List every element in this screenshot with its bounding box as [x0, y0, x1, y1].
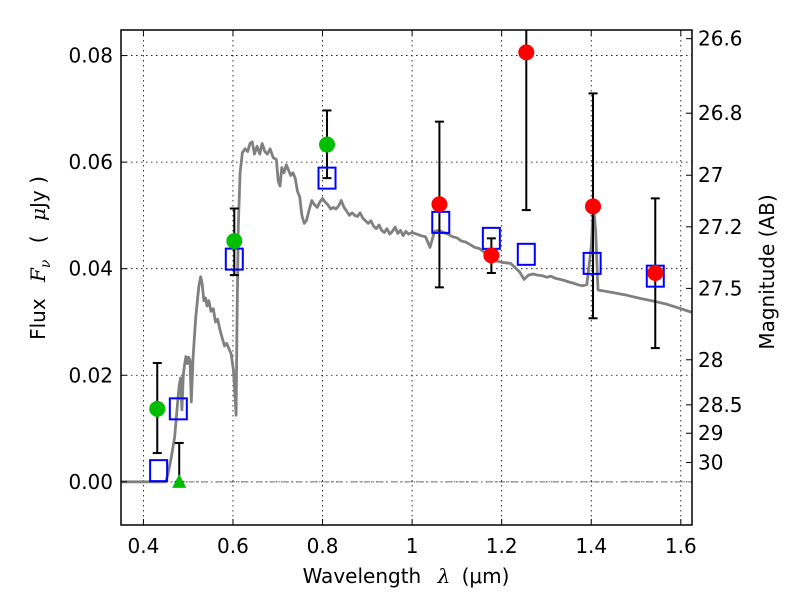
- green-data-point: [319, 136, 336, 153]
- x-axis-label: Wavelength λ (μm): [303, 564, 510, 588]
- y2-tick-label: 30: [698, 450, 723, 474]
- y-tick-label: 0.08: [68, 44, 113, 68]
- y-axis-label-open: (: [26, 235, 50, 243]
- y-axis-label: Flux Fν ( μJy ): [26, 176, 55, 340]
- model-spectrum-line: [121, 140, 692, 484]
- y-axis-ticks: 0.00 0.02 0.04 0.06 0.08: [68, 44, 127, 494]
- y2-tick-label: 27.2: [698, 215, 743, 239]
- model-flux-square: [516, 242, 536, 266]
- plot-background: [121, 30, 692, 525]
- red-data-point: [585, 198, 602, 215]
- x-tick-label: 1: [406, 534, 419, 558]
- y2-axis-ticks: 26.6 26.8 27 27.2 27.5 28 28.5 29 30: [686, 27, 743, 474]
- y2-axis-label: Magnitude (AB): [755, 194, 779, 349]
- y2-tick-label: 26.6: [698, 27, 743, 51]
- x-axis-label-unit: (μm): [462, 564, 510, 588]
- y-tick-label: 0.02: [68, 363, 113, 387]
- x-tick-label: 1.2: [486, 534, 518, 558]
- y2-tick-label: 26.8: [698, 101, 743, 125]
- x-tick-label: 0.6: [217, 534, 249, 558]
- red-data-point: [518, 44, 535, 61]
- plot-frame: [120, 29, 693, 526]
- x-axis-label-symbol: λ: [437, 564, 451, 588]
- plot-content: [121, 30, 692, 488]
- upper-limit-triangle: [172, 473, 187, 488]
- y-axis-label-subscript: ν: [38, 259, 54, 268]
- y2-tick-label: 27: [698, 163, 723, 187]
- x-tick-label: 0.4: [127, 534, 159, 558]
- y-tick-label: 0.06: [68, 150, 113, 174]
- x-tick-label: 1.6: [665, 534, 697, 558]
- y2-tick-label: 27.5: [698, 276, 743, 300]
- y-axis-label-text: Flux: [26, 298, 50, 340]
- model-flux-square: [149, 459, 169, 483]
- y-tick-label: 0.00: [68, 470, 113, 494]
- y-axis-label-symbol: F: [26, 267, 50, 283]
- y2-tick-label: 29: [698, 421, 723, 445]
- y-axis-label-mu: μ: [26, 208, 50, 221]
- model-flux-square: [582, 251, 602, 275]
- red-data-point: [431, 196, 448, 213]
- green-data-point: [226, 233, 243, 250]
- green-data-point: [149, 400, 166, 417]
- y2-tick-label: 28: [698, 348, 723, 372]
- red-data-point: [647, 264, 664, 281]
- x-tick-label: 1.4: [575, 534, 607, 558]
- y-tick-label: 0.04: [68, 257, 113, 281]
- y2-tick-label: 28.5: [698, 393, 743, 417]
- y-axis-label-unit: Jy ): [26, 176, 50, 210]
- x-tick-label: 0.8: [307, 534, 339, 558]
- red-data-point: [483, 247, 500, 264]
- model-flux-square: [168, 397, 188, 421]
- x-axis-ticks: 0.4 0.6 0.8 1 1.2 1.4 1.6: [127, 30, 697, 558]
- x-axis-label-text: Wavelength: [303, 564, 422, 588]
- model-flux-square: [317, 166, 337, 190]
